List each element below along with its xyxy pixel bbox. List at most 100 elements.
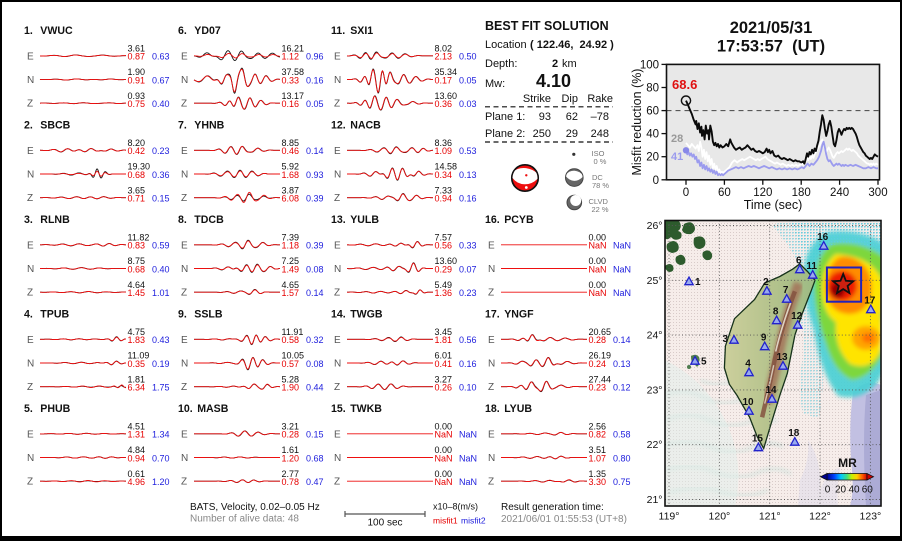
svg-text:N: N	[27, 264, 34, 275]
svg-text:0.44: 0.44	[306, 383, 324, 393]
svg-text:0.75: 0.75	[128, 99, 146, 109]
svg-text:YNGF: YNGF	[504, 308, 534, 320]
svg-text:1.20: 1.20	[282, 453, 300, 463]
svg-text:0 %: 0 %	[594, 157, 607, 166]
svg-text:16.: 16.	[485, 214, 500, 226]
svg-text:93: 93	[539, 111, 551, 123]
svg-text:0.05: 0.05	[306, 99, 324, 109]
svg-text:YHNB: YHNB	[194, 119, 224, 131]
svg-text:19.30: 19.30	[128, 162, 151, 172]
svg-text:11.09: 11.09	[128, 351, 150, 361]
svg-text:0.40: 0.40	[152, 264, 170, 274]
svg-text:NaN: NaN	[459, 453, 477, 463]
svg-text:E: E	[27, 240, 34, 251]
svg-text:100: 100	[640, 59, 659, 71]
svg-text:misfit1: misfit1	[433, 516, 458, 526]
svg-text:20: 20	[835, 485, 847, 496]
svg-text:Z: Z	[27, 382, 33, 393]
svg-text:0.70: 0.70	[152, 453, 170, 463]
svg-text:8.20: 8.20	[128, 138, 146, 148]
svg-text:240: 240	[830, 187, 849, 199]
svg-text:TDCB: TDCB	[194, 214, 224, 226]
svg-text:0.29: 0.29	[435, 264, 453, 274]
svg-text:7: 7	[783, 285, 789, 296]
svg-text:7.39: 7.39	[282, 232, 300, 242]
svg-text:1.: 1.	[24, 25, 33, 37]
svg-text:180: 180	[792, 187, 811, 199]
svg-text:0.00: 0.00	[435, 445, 453, 455]
svg-text:–78: –78	[591, 111, 609, 123]
svg-text:SSLB: SSLB	[194, 308, 223, 320]
svg-text:0.96: 0.96	[306, 52, 324, 62]
svg-text:NaN: NaN	[435, 430, 453, 440]
svg-text:E: E	[181, 240, 188, 251]
svg-text:0.08: 0.08	[306, 359, 324, 369]
svg-text:0.16: 0.16	[459, 194, 477, 204]
svg-text:0.35: 0.35	[128, 359, 146, 369]
svg-text:( 122.46, 24.92 ): ( 122.46, 24.92 )	[530, 39, 614, 51]
svg-text:1.90: 1.90	[128, 67, 146, 77]
svg-text:1.01: 1.01	[152, 288, 170, 298]
svg-text:N: N	[27, 75, 34, 86]
svg-text:MR: MR	[838, 456, 857, 470]
svg-text:0.19: 0.19	[152, 359, 170, 369]
svg-text:122°: 122°	[809, 511, 831, 523]
svg-text:121°: 121°	[759, 511, 781, 523]
svg-text:0.47: 0.47	[306, 477, 324, 487]
svg-text:1.09: 1.09	[435, 146, 453, 156]
svg-text:3.65: 3.65	[128, 185, 146, 195]
svg-text:5.49: 5.49	[435, 280, 453, 290]
svg-text:Rake: Rake	[587, 93, 613, 105]
svg-text:Z: Z	[27, 193, 33, 204]
svg-text:0.13: 0.13	[459, 170, 477, 180]
svg-text:80: 80	[646, 83, 659, 95]
svg-text:8.: 8.	[178, 214, 187, 226]
svg-text:2021/05/31: 2021/05/31	[730, 19, 813, 37]
svg-text:0.61: 0.61	[128, 469, 146, 479]
svg-text:0.15: 0.15	[152, 194, 170, 204]
svg-text:E: E	[181, 146, 188, 157]
svg-text:2.13: 2.13	[435, 52, 453, 62]
svg-text:Time (sec): Time (sec)	[744, 198, 803, 212]
svg-text:0.93: 0.93	[306, 170, 324, 180]
svg-text:1.20: 1.20	[152, 477, 170, 487]
svg-text:3.27: 3.27	[435, 374, 453, 384]
svg-text:22°: 22°	[647, 439, 663, 451]
svg-text:15: 15	[752, 434, 764, 445]
svg-text:Z: Z	[334, 477, 340, 488]
svg-text:18.: 18.	[485, 403, 500, 415]
svg-text:0.58: 0.58	[282, 335, 300, 345]
svg-text:Z: Z	[334, 288, 340, 299]
svg-text:12: 12	[791, 311, 803, 322]
svg-text:3: 3	[722, 334, 728, 345]
svg-text:1.31: 1.31	[128, 430, 146, 440]
svg-text:120°: 120°	[709, 511, 731, 523]
svg-text:0.12: 0.12	[613, 383, 631, 393]
svg-text:0.83: 0.83	[128, 241, 146, 251]
svg-text:22 %: 22 %	[592, 205, 609, 214]
svg-text:40: 40	[848, 485, 860, 496]
svg-text:0.94: 0.94	[435, 194, 453, 204]
svg-text:SBCB: SBCB	[40, 119, 70, 131]
svg-text:NACB: NACB	[350, 119, 381, 131]
svg-text:0.75: 0.75	[613, 477, 631, 487]
svg-text:0.67: 0.67	[152, 75, 170, 85]
svg-text:N: N	[181, 453, 188, 464]
svg-text:E: E	[488, 429, 495, 440]
svg-text:1.57: 1.57	[282, 288, 300, 298]
svg-text:300: 300	[868, 187, 887, 199]
svg-text:N: N	[334, 75, 341, 86]
svg-text:Z: Z	[334, 99, 340, 110]
svg-text:YULB: YULB	[350, 214, 379, 226]
svg-text:25°: 25°	[647, 275, 663, 287]
svg-text:Dip: Dip	[561, 93, 578, 105]
svg-text:2021/06/01 01:55:53 (UT+8): 2021/06/01 01:55:53 (UT+8)	[501, 514, 627, 525]
svg-text:Plane 2:: Plane 2:	[485, 128, 525, 140]
svg-text:N: N	[334, 359, 341, 370]
svg-text:27.44: 27.44	[589, 374, 612, 384]
svg-text:5: 5	[701, 357, 707, 368]
svg-text:0.91: 0.91	[128, 75, 146, 85]
svg-text:4.84: 4.84	[128, 445, 146, 455]
svg-text:N: N	[181, 359, 188, 370]
svg-text:26.19: 26.19	[589, 351, 612, 361]
